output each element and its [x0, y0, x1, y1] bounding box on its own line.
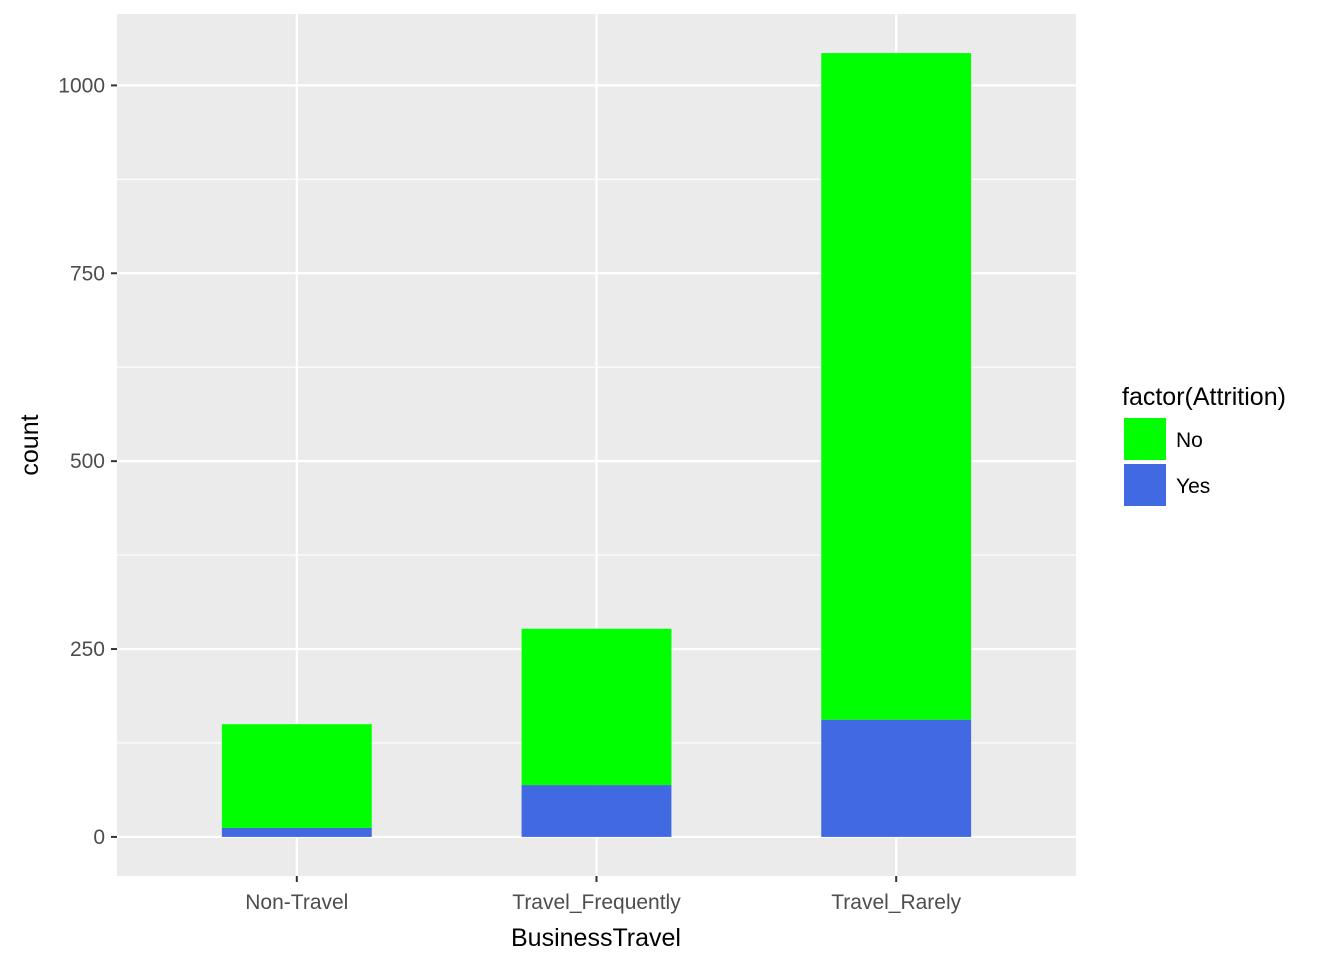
y-tick-label: 250 [70, 638, 105, 661]
x-tick-label: Travel_Frequently [512, 891, 681, 914]
x-tick-label: Travel_Rarely [831, 891, 961, 914]
legend: factor(Attrition) No Yes [1122, 383, 1286, 506]
bars [221, 53, 972, 837]
y-axis-title: count [16, 414, 44, 475]
legend-title: factor(Attrition) [1122, 383, 1286, 411]
x-tick-label: Non-Travel [245, 891, 348, 914]
y-tick-label: 750 [70, 262, 105, 285]
bar-non-travel-no [221, 724, 372, 828]
y-tick-label: 0 [93, 826, 105, 849]
legend-key-yes [1124, 464, 1166, 506]
y-axis: 0 250 500 750 1000 [58, 74, 117, 849]
x-axis: Non-Travel Travel_Frequently Travel_Rarely [245, 876, 962, 914]
bar-travel-frequently-no [521, 628, 672, 786]
x-axis-title: BusinessTravel [511, 924, 681, 952]
bar-travel-frequently-yes [521, 785, 672, 837]
legend-label-no: No [1176, 429, 1203, 452]
legend-key-no [1124, 418, 1166, 460]
bar-non-travel-yes [221, 827, 372, 837]
legend-label-yes: Yes [1176, 475, 1210, 498]
bar-travel-rarely-no [821, 53, 972, 720]
y-tick-label: 1000 [58, 74, 105, 97]
y-tick-label: 500 [70, 450, 105, 473]
bar-travel-rarely-yes [821, 719, 972, 837]
